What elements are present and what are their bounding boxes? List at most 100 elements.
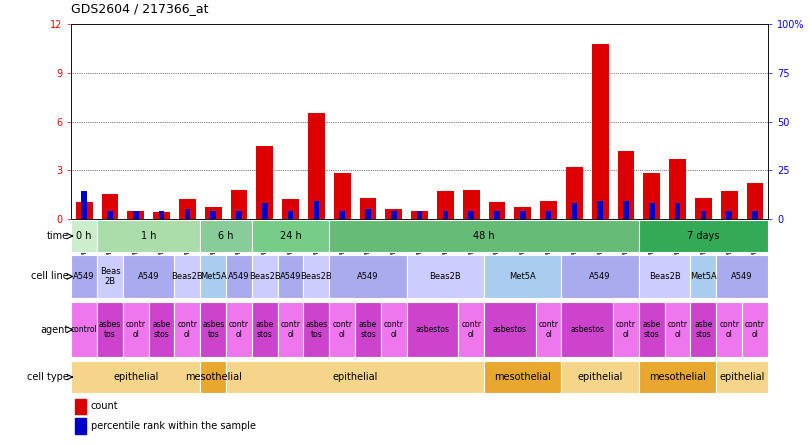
- Bar: [252, 220, 330, 252]
- Text: asbestos: asbestos: [416, 325, 450, 334]
- Bar: [752, 211, 758, 218]
- Text: count: count: [91, 401, 118, 411]
- Bar: [639, 361, 716, 393]
- Bar: [649, 203, 654, 218]
- Bar: [205, 207, 222, 218]
- Bar: [597, 201, 603, 218]
- Bar: [665, 302, 690, 357]
- Bar: [231, 190, 247, 218]
- Bar: [675, 203, 680, 218]
- Text: A549: A549: [731, 272, 752, 281]
- Text: asbestos: asbestos: [492, 325, 526, 334]
- Text: Beas2B: Beas2B: [649, 272, 680, 281]
- Text: A549: A549: [590, 272, 611, 281]
- Text: contr
ol: contr ol: [229, 320, 249, 339]
- Bar: [494, 211, 500, 218]
- Text: contr
ol: contr ol: [177, 320, 198, 339]
- Text: agent: agent: [40, 325, 69, 335]
- Text: cell type: cell type: [27, 372, 69, 382]
- Bar: [330, 302, 355, 357]
- Bar: [330, 220, 639, 252]
- Text: 7 days: 7 days: [687, 231, 719, 241]
- Text: A549: A549: [357, 272, 379, 281]
- Bar: [716, 255, 768, 298]
- Bar: [133, 211, 139, 218]
- Bar: [386, 209, 403, 218]
- Bar: [566, 167, 582, 218]
- Bar: [200, 361, 226, 393]
- Bar: [407, 255, 484, 298]
- Bar: [71, 361, 200, 393]
- Bar: [107, 211, 113, 218]
- Bar: [153, 212, 170, 218]
- Bar: [174, 255, 200, 298]
- Text: Beas
2B: Beas 2B: [100, 267, 121, 286]
- Text: A549: A549: [228, 272, 249, 281]
- Text: A549: A549: [74, 272, 95, 281]
- Bar: [742, 302, 768, 357]
- Bar: [520, 211, 526, 218]
- Bar: [200, 302, 226, 357]
- Bar: [484, 361, 561, 393]
- Bar: [71, 302, 97, 357]
- Text: asbes
tos: asbes tos: [305, 320, 327, 339]
- Bar: [339, 211, 345, 218]
- Bar: [484, 302, 535, 357]
- Bar: [226, 361, 484, 393]
- Bar: [535, 302, 561, 357]
- Text: 1 h: 1 h: [141, 231, 156, 241]
- Text: asbes
tos: asbes tos: [202, 320, 224, 339]
- Bar: [747, 183, 763, 218]
- Text: contr
ol: contr ol: [332, 320, 352, 339]
- Bar: [381, 302, 407, 357]
- Bar: [463, 190, 480, 218]
- Bar: [185, 209, 190, 218]
- Text: contr
ol: contr ol: [719, 320, 740, 339]
- Bar: [75, 399, 86, 414]
- Text: asbe
stos: asbe stos: [694, 320, 713, 339]
- Text: epithelial: epithelial: [332, 372, 377, 382]
- Text: contr
ol: contr ol: [384, 320, 403, 339]
- Bar: [288, 211, 293, 218]
- Bar: [308, 114, 325, 218]
- Bar: [391, 211, 397, 218]
- Bar: [442, 211, 448, 218]
- Bar: [721, 191, 738, 218]
- Text: asbes
tos: asbes tos: [99, 320, 121, 339]
- Bar: [226, 302, 252, 357]
- Text: asbestos: asbestos: [570, 325, 604, 334]
- Bar: [540, 201, 557, 218]
- Bar: [639, 302, 665, 357]
- Bar: [97, 255, 123, 298]
- Bar: [643, 173, 660, 218]
- Bar: [365, 209, 371, 218]
- Bar: [75, 418, 86, 434]
- Bar: [123, 255, 174, 298]
- Bar: [71, 220, 97, 252]
- Bar: [262, 203, 267, 218]
- Bar: [174, 302, 200, 357]
- Bar: [127, 210, 144, 218]
- Bar: [690, 302, 716, 357]
- Bar: [278, 302, 304, 357]
- Bar: [411, 210, 428, 218]
- Bar: [159, 211, 164, 218]
- Text: mesothelial: mesothelial: [649, 372, 706, 382]
- Text: mesothelial: mesothelial: [185, 372, 241, 382]
- Bar: [313, 201, 319, 218]
- Bar: [97, 302, 123, 357]
- Bar: [252, 255, 278, 298]
- Bar: [468, 211, 474, 218]
- Text: contr
ol: contr ol: [126, 320, 146, 339]
- Text: contr
ol: contr ol: [539, 320, 559, 339]
- Text: cell line: cell line: [31, 271, 69, 281]
- Bar: [304, 255, 330, 298]
- Bar: [546, 211, 552, 218]
- Bar: [416, 211, 423, 218]
- Bar: [330, 255, 407, 298]
- Text: GDS2604 / 217366_at: GDS2604 / 217366_at: [71, 2, 209, 15]
- Text: asbe
stos: asbe stos: [152, 320, 171, 339]
- Bar: [355, 302, 381, 357]
- Text: mesothelial: mesothelial: [494, 372, 552, 382]
- Bar: [76, 202, 92, 218]
